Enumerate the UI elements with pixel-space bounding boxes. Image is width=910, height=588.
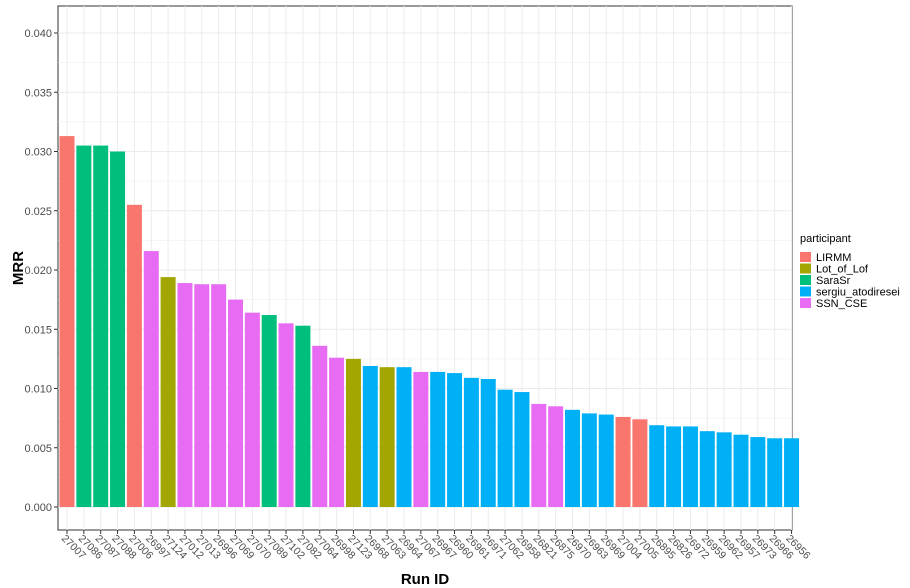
bar-26972: [682, 426, 698, 507]
bar-27004: [615, 416, 631, 507]
bar-26895: [649, 425, 665, 507]
y-tick-label: 0.040: [24, 28, 52, 40]
bar-26956: [784, 438, 800, 507]
bar-27063: [379, 367, 395, 507]
legend-key-sergiu_atodiresei: [800, 286, 811, 297]
y-tick-label: 0.015: [24, 324, 52, 336]
bar-27062: [497, 389, 513, 507]
y-axis-title: MRR: [10, 251, 27, 285]
bar-27082: [295, 325, 311, 507]
legend-label-SSN_CSE: SSN_CSE: [816, 298, 867, 310]
bar-26968: [362, 365, 378, 507]
legend: participant LIRMMLot_of_LofSaraSrsergiu_…: [800, 233, 900, 310]
legend-key-Lot_of_Lof: [800, 263, 811, 274]
bar-26958: [514, 392, 530, 507]
y-tick-label: 0.025: [24, 206, 52, 218]
bar-27088: [110, 151, 126, 507]
x-axis-title: Run ID: [401, 571, 449, 588]
bar-27012: [177, 283, 193, 507]
y-tick-label: 0.000: [24, 502, 52, 514]
legend-key-SaraSr: [800, 275, 811, 285]
legend-key-LIRMM: [800, 252, 811, 262]
y-tick-label: 0.020: [24, 265, 52, 277]
bar-26957: [733, 434, 749, 507]
bar-27006: [126, 204, 142, 507]
legend-label-Lot_of_Lof: Lot_of_Lof: [816, 264, 869, 276]
bar-26875: [548, 406, 564, 507]
bar-27089: [261, 315, 277, 507]
y-tick-label: 0.010: [24, 384, 52, 396]
bar-26996: [211, 284, 227, 507]
y-tick-label: 0.030: [24, 147, 52, 159]
bar-27005: [632, 419, 648, 507]
y-tick-label: 0.005: [24, 443, 52, 455]
bars: [59, 136, 800, 507]
bar-27007: [59, 136, 75, 507]
bar-26963: [581, 413, 597, 507]
x-axis-ticks: 2700727086270872708827006269972712427012…: [59, 530, 813, 562]
legend-label-SaraSr: SaraSr: [816, 275, 851, 287]
bar-26967: [430, 371, 446, 507]
bar-26962: [716, 432, 732, 507]
bar-27070: [244, 312, 260, 507]
bar-26998: [329, 357, 345, 507]
bar-27069: [228, 299, 243, 507]
bar-27067: [413, 371, 429, 507]
bar-26961: [463, 377, 479, 507]
legend-label-LIRMM: LIRMM: [816, 252, 851, 264]
legend-title: participant: [800, 233, 851, 245]
bar-26969: [598, 414, 614, 507]
legend-key-SSN_CSE: [800, 298, 811, 308]
bar-27124: [160, 277, 176, 507]
y-axis-ticks: 0.000 0.005 0.010 0.015 0.020 0.025 0.030 0.035…: [24, 28, 58, 514]
bar-26971: [480, 379, 496, 507]
bar-26964: [396, 367, 412, 507]
legend-label-sergiu_atodiresei: sergiu_atodiresei: [816, 287, 900, 299]
bar-26959: [699, 431, 715, 507]
bar-26973: [750, 437, 766, 507]
bar-26970: [565, 409, 580, 507]
bar-27064: [312, 345, 328, 507]
bar-26960: [447, 373, 463, 507]
bar-27086: [76, 145, 92, 507]
bar-26826: [666, 426, 682, 507]
bar-26997: [143, 251, 159, 507]
y-tick-label: 0.035: [24, 87, 52, 99]
bar-26966: [767, 438, 783, 507]
bar-27013: [194, 284, 210, 507]
bar-27087: [93, 145, 109, 507]
bar-26821: [531, 403, 547, 507]
bar-27102: [278, 323, 294, 507]
bar-27123: [345, 358, 361, 507]
